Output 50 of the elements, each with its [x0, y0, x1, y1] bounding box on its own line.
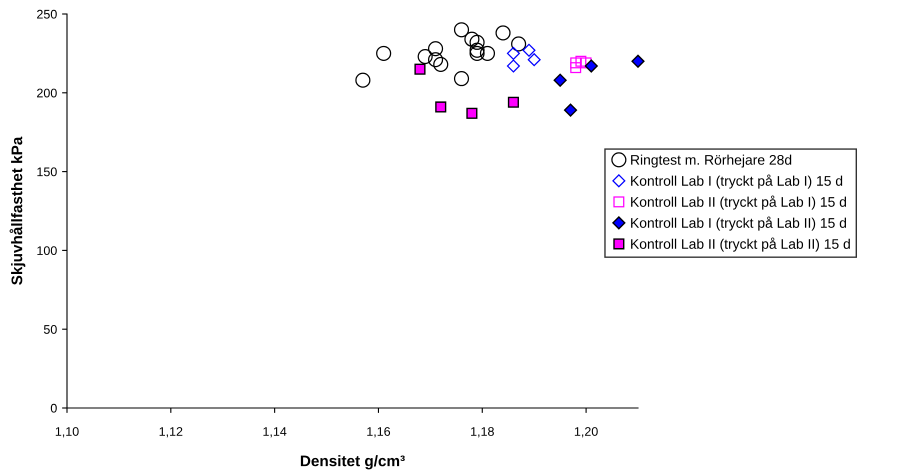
point	[435, 101, 446, 113]
x-tick-label: 1,14	[263, 427, 286, 438]
x-tick-label: 1,10	[56, 427, 79, 438]
y-tick-label: 250	[37, 10, 57, 19]
point	[418, 48, 433, 64]
point	[355, 72, 370, 88]
point	[414, 64, 426, 75]
y-axis-title: Skjuvhållfasthet kPa	[10, 136, 26, 285]
point	[570, 62, 582, 74]
point	[554, 74, 567, 87]
x-axis-title: Densitet g/cm³	[300, 455, 405, 470]
x-tick-label: 1,20	[574, 427, 598, 438]
point	[584, 59, 598, 73]
point	[564, 104, 578, 117]
legend-label: Kontroll Lab I (tryckt på Lab II) 15 d	[631, 216, 846, 231]
point	[466, 108, 478, 119]
legend-label: Kontroll Lab I (tryckt på Lab I) 15 d	[631, 174, 842, 189]
point	[428, 41, 444, 56]
x-tick-label: 1,12	[160, 427, 182, 438]
point	[454, 71, 470, 86]
y-tick-label: 200	[37, 88, 57, 98]
point	[376, 46, 392, 61]
point	[511, 36, 526, 52]
y-tick-label: 50	[44, 325, 57, 334]
point	[570, 57, 582, 68]
point	[528, 53, 541, 66]
y-tick-label: 0	[50, 404, 57, 413]
y-tick-label: 100	[37, 246, 57, 256]
x-tick-label: 1,18	[471, 427, 494, 438]
legend-label: Kontroll Lab II (tryckt på Lab I) 15 d	[631, 196, 846, 210]
point	[433, 56, 448, 72]
point	[508, 96, 519, 108]
point	[470, 46, 485, 61]
point	[522, 44, 536, 57]
point	[428, 52, 444, 68]
point	[506, 59, 520, 73]
point	[470, 34, 485, 50]
point	[464, 32, 480, 47]
point	[580, 57, 592, 68]
point	[454, 22, 470, 38]
x-tick-label: 1,16	[367, 427, 390, 438]
point	[631, 54, 645, 68]
point	[575, 56, 586, 67]
point	[470, 42, 485, 58]
legend-label: Kontroll Lab II (tryckt på Lab II) 15 d	[631, 238, 850, 252]
legend-label: Ringtest m. Rörhejare 28d	[631, 154, 792, 168]
point	[506, 46, 520, 60]
point	[480, 46, 496, 61]
y-tick-label: 150	[37, 167, 57, 176]
point	[495, 25, 511, 40]
